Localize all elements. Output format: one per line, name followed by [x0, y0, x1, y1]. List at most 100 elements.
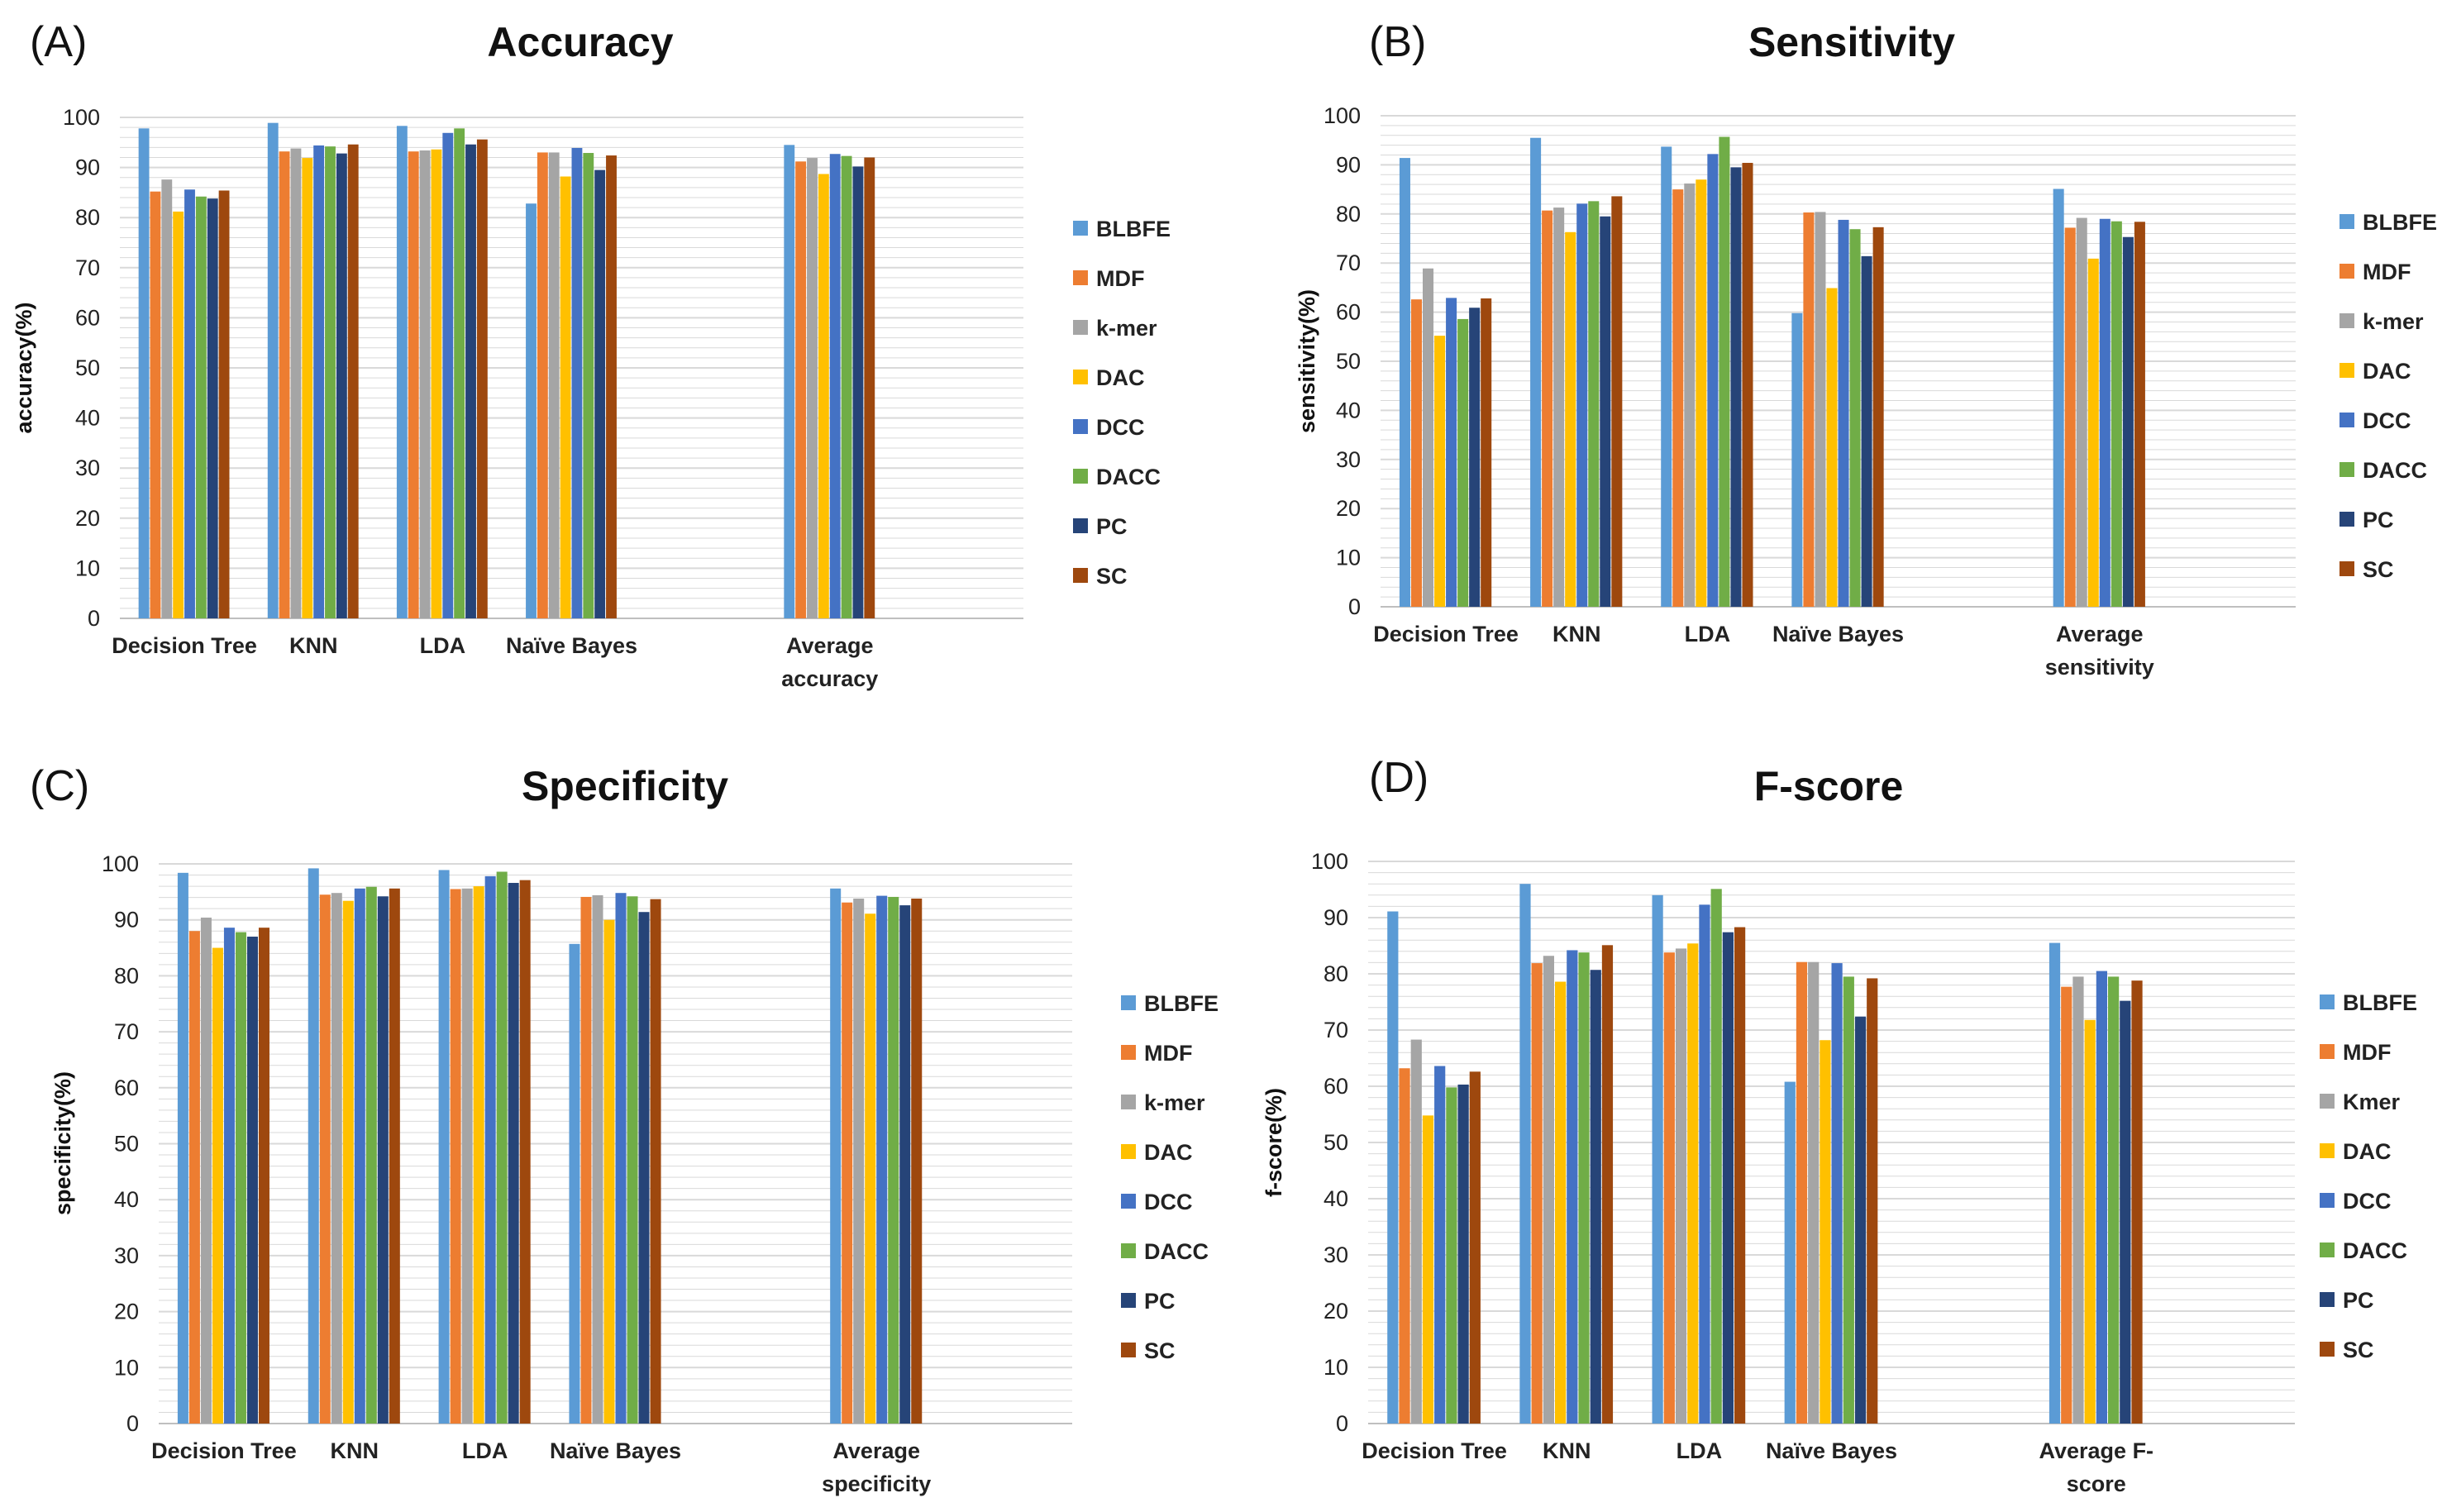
legend-label: PC	[2343, 1288, 2374, 1313]
bar-k-mer-2	[1684, 183, 1696, 608]
bar-mdf-0	[188, 931, 200, 1424]
bar-dacc-2	[1719, 136, 1730, 608]
bar-dcc-4	[2096, 971, 2107, 1424]
bar-pc-1	[1590, 970, 1601, 1424]
bar-dac-2	[1696, 179, 1707, 608]
bar-dacc-1	[1588, 201, 1600, 607]
bar-kmer-0	[1410, 1039, 1422, 1424]
chart-panel-0: (A) Accuracy 0 10 20 30 40 50 60 70 80 90 100 accurac…	[12, 18, 1171, 691]
legend-swatch	[1073, 221, 1088, 236]
x-category-label: accuracy	[781, 666, 878, 691]
bar-k-mer-0	[161, 179, 173, 619]
legend-label: DACC	[1144, 1239, 1209, 1264]
legend-label: PC	[2363, 508, 2394, 532]
bar-dacc-4	[2107, 976, 2120, 1424]
legend-label: k-mer	[1096, 316, 1157, 341]
panel-label: (A)	[30, 18, 87, 66]
legend-swatch	[1121, 1144, 1136, 1159]
chart-title: Sensitivity	[1748, 19, 1955, 65]
y-tick-label: 40	[1324, 1186, 1348, 1211]
bar-sc-1	[1601, 945, 1614, 1424]
legend-swatch	[2320, 1143, 2335, 1158]
bar-pc-4	[899, 905, 911, 1424]
y-tick-label: 50	[75, 355, 100, 380]
bar-sc-4	[2131, 980, 2143, 1424]
bar-blbfe-1	[1519, 884, 1531, 1424]
bar-sc-3	[606, 155, 617, 618]
bar-dacc-2	[496, 871, 508, 1424]
legend-label: MDF	[1096, 266, 1144, 291]
bar-dac-2	[431, 149, 442, 618]
chart-title: Specificity	[522, 763, 728, 809]
bar-blbfe-0	[1387, 911, 1399, 1424]
legend-label: SC	[2343, 1338, 2374, 1362]
bar-pc-2	[1730, 167, 1742, 607]
panel-label: (D)	[1369, 754, 1428, 802]
bar-sc-0	[1469, 1071, 1481, 1424]
bar-sc-1	[1611, 196, 1623, 607]
bar-dcc-3	[571, 147, 583, 618]
x-category-label: Average	[832, 1438, 920, 1463]
bar-mdf-0	[1399, 1068, 1410, 1424]
bar-sc-2	[519, 880, 531, 1424]
bar-pc-2	[465, 144, 476, 618]
legend-label: BLBFE	[2363, 210, 2437, 235]
y-tick-label: 80	[114, 963, 139, 988]
y-tick-label: 70	[1336, 250, 1361, 275]
bar-dacc-2	[1710, 889, 1722, 1424]
bar-k-mer-2	[419, 150, 431, 619]
y-tick-label: 40	[1336, 398, 1361, 422]
x-category-label: LDA	[1685, 622, 1731, 646]
bar-dacc-4	[2111, 221, 2122, 607]
bar-dacc-1	[365, 886, 377, 1424]
legend-label: BLBFE	[1144, 991, 1219, 1016]
bar-dcc-2	[484, 875, 496, 1424]
bar-mdf-2	[1663, 952, 1675, 1424]
y-tick-label: 70	[114, 1019, 139, 1044]
bar-dcc-0	[223, 928, 235, 1424]
y-tick-label: 70	[75, 255, 100, 280]
bar-dac-1	[342, 900, 354, 1424]
bar-pc-0	[1457, 1084, 1469, 1424]
legend-swatch	[1073, 370, 1088, 384]
bar-mdf-1	[319, 894, 331, 1424]
bar-k-mer-3	[548, 152, 560, 619]
legend-swatch	[2339, 264, 2354, 279]
y-tick-label: 30	[75, 456, 100, 480]
bar-mdf-2	[450, 889, 461, 1424]
y-tick-label: 90	[1336, 152, 1361, 177]
legend: BLBFE MDF Kmer DAC DCC DACC PC SC	[2320, 990, 2417, 1362]
bar-blbfe-4	[2053, 188, 2064, 608]
bar-dac-1	[1555, 981, 1567, 1424]
legend-swatch	[2320, 1243, 2335, 1257]
chart-panel-3: (D) F-score 0 10 20 30 40 50 60 70 80 90 100 f-score(…	[1262, 754, 2417, 1496]
bar-mdf-0	[150, 191, 161, 619]
bar-dacc-3	[1849, 229, 1861, 607]
bar-mdf-4	[2061, 986, 2072, 1424]
bar-blbfe-4	[2049, 942, 2061, 1424]
bar-blbfe-3	[526, 203, 537, 618]
bar-k-mer-0	[1423, 268, 1434, 607]
legend-swatch	[1121, 1045, 1136, 1060]
bar-dcc-1	[354, 888, 365, 1424]
bar-k-mer-4	[853, 898, 865, 1424]
bar-kmer-4	[2072, 976, 2084, 1424]
y-tick-label: 50	[1324, 1130, 1348, 1155]
x-category-label: KNN	[289, 633, 338, 658]
bar-dacc-0	[235, 932, 246, 1424]
y-tick-label: 80	[1336, 202, 1361, 227]
x-category-label: KNN	[1543, 1438, 1591, 1463]
bar-blbfe-1	[308, 868, 319, 1424]
bar-dac-4	[2087, 258, 2099, 607]
bar-dac-3	[1826, 288, 1838, 607]
y-tick-label: 0	[1336, 1411, 1348, 1436]
bar-dacc-3	[627, 896, 638, 1424]
bar-blbfe-0	[138, 128, 150, 618]
x-category-label: KNN	[1552, 622, 1601, 646]
x-category-label: Decision Tree	[1373, 622, 1519, 646]
y-tick-label: 60	[75, 305, 100, 330]
legend-label: PC	[1096, 514, 1128, 539]
bar-dac-0	[1422, 1115, 1434, 1424]
bar-k-mer-1	[331, 893, 342, 1424]
